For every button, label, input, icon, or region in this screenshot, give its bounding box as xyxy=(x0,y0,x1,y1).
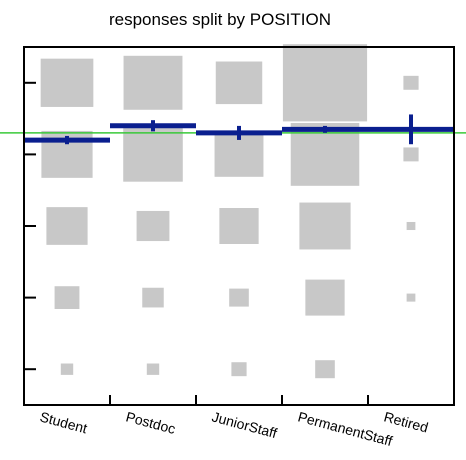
cell-box xyxy=(123,127,183,182)
x-tick-label: Student xyxy=(38,408,89,436)
cell-box xyxy=(60,363,74,375)
cell-box xyxy=(136,210,170,242)
cell-box xyxy=(231,362,247,377)
cell-box xyxy=(305,279,345,316)
x-tick-label: Postdoc xyxy=(124,408,177,437)
cell-box xyxy=(315,360,335,379)
x-tick-label: PermanentStaff xyxy=(296,408,394,449)
cells-layer xyxy=(40,44,419,379)
cell-box xyxy=(229,288,249,307)
x-tick-label: JuniorStaff xyxy=(210,408,279,441)
cell-box xyxy=(406,221,416,231)
cell-box xyxy=(54,286,80,309)
cell-box xyxy=(406,293,416,302)
chart-title: responses split by POSITION xyxy=(109,10,331,29)
cell-box xyxy=(219,208,259,244)
cell-box xyxy=(403,75,419,90)
cell-box xyxy=(146,363,160,375)
means-layer xyxy=(24,114,454,145)
cell-box xyxy=(123,55,183,110)
cell-box xyxy=(403,147,419,162)
cell-box xyxy=(282,44,368,122)
cell-box xyxy=(142,287,164,308)
cell-box xyxy=(299,202,351,250)
cell-box xyxy=(46,207,88,245)
cell-box xyxy=(215,61,263,105)
cell-box xyxy=(40,58,94,107)
